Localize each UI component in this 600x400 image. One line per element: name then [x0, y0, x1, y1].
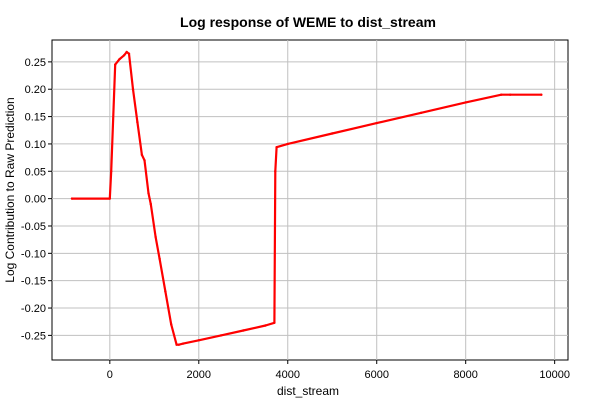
data-point [540, 93, 543, 96]
grid-lines [52, 40, 568, 360]
data-point [127, 52, 131, 55]
data-point [509, 93, 512, 96]
data-point [131, 88, 135, 91]
series-group [70, 50, 543, 346]
x-tick-label: 6000 [364, 369, 388, 381]
x-tick-label: 4000 [276, 369, 300, 381]
data-point [170, 323, 173, 326]
data-point [242, 329, 245, 332]
data-point [175, 343, 178, 346]
data-point [118, 57, 121, 61]
data-point [143, 159, 146, 162]
data-point [164, 290, 167, 293]
data-point [147, 192, 150, 195]
data-point [275, 146, 278, 149]
data-point [125, 50, 128, 54]
data-point [273, 321, 276, 324]
y-tick-label: -0.10 [21, 248, 46, 260]
y-axis: 0.25 0.20 0.15 0.10 0.05 0.00 -0.05 -0.10 -0.15 -… [21, 57, 52, 342]
data-point [122, 54, 126, 57]
y-tick-label: 0.15 [25, 112, 46, 124]
data-point [274, 170, 277, 173]
data-point [264, 324, 267, 327]
y-tick-label: -0.05 [21, 221, 46, 233]
y-tick-label: -0.20 [21, 303, 46, 315]
data-point [140, 153, 144, 157]
data-point [331, 132, 334, 135]
chart-title: Log response of WEME to dist_stream [180, 14, 436, 30]
x-axis-label: dist_stream [277, 384, 339, 398]
data-point [464, 101, 467, 104]
data-point [375, 121, 378, 125]
y-axis-label: Log Contribution to Raw Prediction [3, 97, 17, 282]
data-point [420, 111, 423, 115]
y-tick-label: 0.25 [25, 57, 46, 69]
x-axis: 0 2000 4000 6000 8000 10000 [107, 360, 570, 381]
data-point [108, 197, 112, 200]
data-point [219, 334, 223, 337]
data-point [136, 120, 139, 124]
x-tick-label: 2000 [187, 369, 211, 381]
y-tick-label: 0.00 [25, 194, 46, 206]
data-point [182, 342, 185, 345]
x-tick-label: 10000 [539, 369, 570, 381]
x-tick-label: 0 [107, 369, 113, 381]
data-point [500, 93, 503, 96]
y-tick-label: 0.05 [25, 166, 46, 178]
y-tick-label: -0.25 [21, 330, 46, 342]
data-point [177, 343, 180, 346]
data-point [197, 339, 200, 342]
data-point [154, 235, 157, 239]
data-point [149, 202, 152, 206]
x-tick-label: 8000 [453, 369, 477, 381]
data-point [70, 197, 74, 200]
plot-area [51, 39, 569, 361]
data-point [286, 142, 289, 146]
data-point [110, 170, 113, 173]
y-tick-label: 0.10 [25, 139, 46, 151]
data-point [158, 257, 161, 260]
y-tick-label: 0.20 [25, 84, 46, 96]
y-tick-label: -0.15 [21, 276, 46, 288]
data-point [114, 63, 117, 66]
